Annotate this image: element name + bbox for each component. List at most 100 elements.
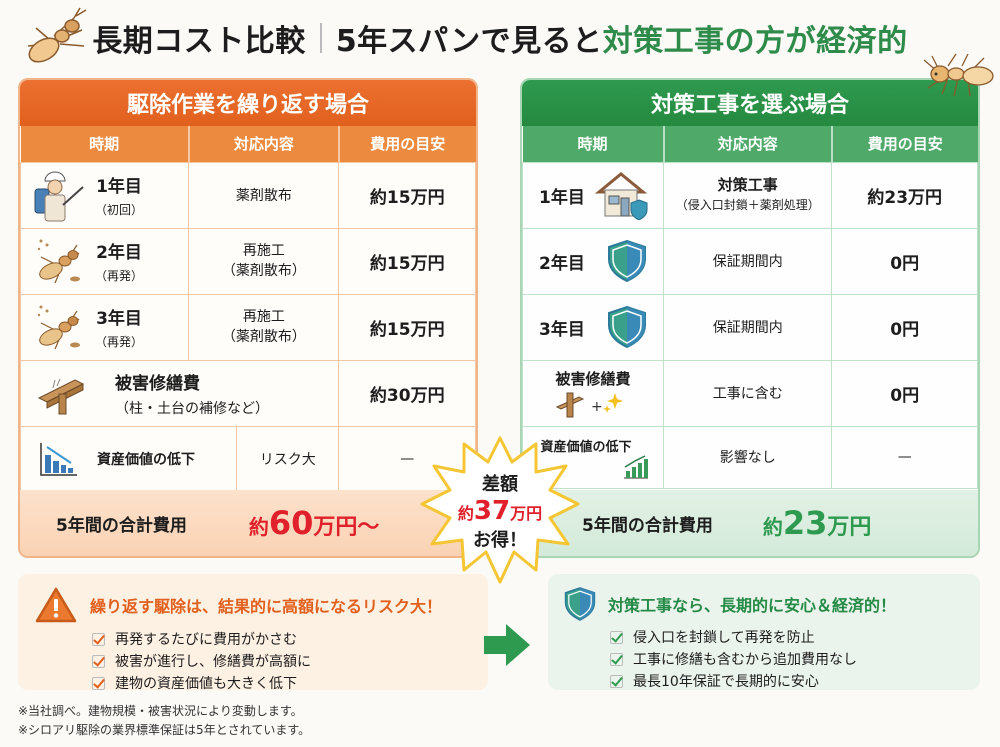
list-item: 工事に修繕も含むから追加費用なし (610, 648, 964, 670)
cost-cell: 約30万円 (338, 359, 476, 427)
table-row: 1年目 対策工事 （侵入口封鎖＋薬剤処理） 約23万円 (522, 161, 978, 229)
column-header-cost: 費用の目安 (338, 126, 476, 162)
checkbox-icon (92, 632, 105, 646)
period-label: 1年目 (96, 177, 142, 197)
content-cell: 工事に含む (663, 359, 833, 427)
table-row: 2年目 （再発） 再施工 （薬剤散布） 約15万円 (20, 227, 476, 295)
starburst-icon (420, 436, 580, 584)
savings-badge: 差額 約37万円 お得！ (420, 436, 580, 586)
content-main: 再施工 (242, 242, 285, 259)
savings-value: 37 (473, 496, 511, 526)
period-label: 被害修繕費 (115, 373, 200, 394)
column-header-content: 対応内容 (663, 126, 833, 162)
risk-note-box: 繰り返す駆除は、結果的に高額になるリスク大！ 再発するたびに費用がかさむ 被害が… (18, 574, 488, 692)
list-item: 侵入口を封鎖して再発を防止 (610, 626, 964, 648)
arrow-right-icon (484, 624, 530, 666)
svg-text:+: + (591, 399, 603, 415)
savings-amount: 約37万円 (458, 496, 542, 526)
cost-cell: 0円 (831, 227, 978, 295)
table-header-row: 時期 対応内容 費用の目安 (522, 126, 978, 162)
house-shield-icon (594, 172, 648, 220)
total-value: 23 (782, 504, 828, 542)
savings-suffix: 万円 (510, 504, 543, 523)
column-header-period: 時期 (522, 126, 665, 162)
content-sub: （薬剤散布） (221, 329, 306, 345)
list-item-text: 再発するたびに費用がかさむ (115, 632, 297, 648)
footnote: ※当社調べ。建物規模・被害状況により変動します。 (18, 704, 303, 718)
footnote: ※シロアリ駆除の業界標準保証は5年とされています。 (18, 723, 311, 737)
list-item-text: 侵入口を封鎖して再発を防止 (633, 630, 815, 646)
checkbox-icon (610, 630, 623, 644)
checkbox-icon (92, 676, 105, 690)
checkbox-icon (610, 674, 623, 688)
content-cell: 影響なし (663, 425, 833, 489)
total-amount: 約23万円 (763, 504, 872, 542)
cost-table: 時期 対応内容 費用の目安 1年目 対策工事 （侵入口封鎖＋薬剤処理） (522, 126, 978, 489)
rising-chart-icon (624, 454, 649, 478)
list-item-text: 被害が進行し、修繕費が高額に (115, 654, 311, 670)
termite-icon (37, 305, 80, 350)
table-row: 3年目 保証期間内 0円 (522, 293, 978, 361)
savings-tagline: お得！ (473, 530, 527, 551)
termite-illustration-icon (923, 53, 994, 97)
list-item-text: 工事に修繕も含むから追加費用なし (633, 652, 857, 668)
total-prefix: 約 (248, 515, 269, 539)
period-label: 3年目 (96, 309, 142, 329)
table-row: 1年目 （初回） 薬剤散布 約15万円 (20, 161, 476, 229)
benefit-note-box: 対策工事なら、長期的に安心＆経済的！ 侵入口を封鎖して再発を防止 工事に修繕も含… (548, 574, 980, 690)
title-part1: 長期コスト比較 (92, 24, 306, 59)
note-heading: 対策工事なら、長期的に安心＆経済的！ (608, 596, 897, 615)
total-label: 5年間の合計費用 (56, 515, 187, 536)
note-heading: 繰り返す駆除は、結果的に高額になるリスク大！ (90, 597, 443, 616)
title-highlight: 対策工事の方が経済的 (602, 24, 908, 59)
panel-title: 駆除作業を繰り返す場合 (20, 80, 476, 126)
period-sub: （再発） (95, 335, 144, 349)
total-amount: 約60万円〜 (249, 504, 380, 542)
total-suffix: 万円〜 (313, 515, 380, 540)
period-label: 資産価値の低下 (97, 451, 195, 468)
period-sub: （柱・土台の補修など） (115, 400, 269, 417)
period-sub: （再発） (95, 269, 144, 283)
checkbox-icon (92, 654, 105, 668)
shield-icon (607, 305, 646, 349)
panel-title: 対策工事を選ぶ場合 (522, 80, 978, 126)
content-cell: リスク大 (259, 451, 316, 468)
cost-cell: 0円 (831, 293, 978, 361)
list-item: 最長10年保証で長期的に安心 (610, 670, 964, 692)
termite-icon (37, 239, 80, 284)
content-sub: （薬剤散布） (221, 263, 306, 279)
period-label: 資産価値の低下 (540, 439, 632, 455)
total-cost-row: 5年間の合計費用 約60万円〜 (20, 490, 476, 556)
table-row: 3年目 （再発） 再施工 （薬剤散布） 約15万円 (20, 293, 476, 361)
table-row: 被害修繕費 （柱・土台の補修など） 約30万円 (20, 359, 476, 427)
list-item-text: 建物の資産価値も大きく低下 (115, 676, 297, 692)
period-label: 2年目 (539, 253, 585, 274)
period-label: 2年目 (96, 243, 142, 263)
total-value: 60 (268, 504, 314, 542)
cost-cell: 約15万円 (338, 227, 476, 295)
list-item: 再発するたびに費用がかさむ (92, 628, 472, 650)
worker-spraying-icon (34, 171, 84, 222)
total-prefix: 約 (762, 515, 783, 539)
table-row: 被害修繕費 + 工事に含む 0円 (522, 359, 978, 427)
total-label: 5年間の合計費用 (582, 515, 713, 536)
content-sub: （侵入口封鎖＋薬剤処理） (675, 198, 820, 213)
total-suffix: 万円 (827, 515, 872, 540)
content-cell: 保証期間内 (663, 293, 833, 361)
column-header-content: 対応内容 (188, 126, 340, 162)
cost-table: 時期 対応内容 費用の目安 1年目 （初回） (20, 126, 476, 492)
savings-label: 差額 (482, 474, 518, 495)
list-item: 建物の資産価値も大きく低下 (92, 672, 472, 694)
cost-cell: 約15万円 (338, 293, 476, 361)
content-main: 再施工 (242, 308, 285, 325)
declining-chart-icon (40, 442, 77, 476)
shield-icon (607, 239, 646, 283)
period-label: 1年目 (539, 187, 585, 208)
table-row: 資産価値の低下 影響なし — (522, 425, 978, 489)
repeated-extermination-panel: 駆除作業を繰り返す場合 時期 対応内容 費用の目安 (18, 78, 478, 558)
cost-cell: 約23万円 (831, 161, 978, 229)
list-item-text: 最長10年保証で長期的に安心 (633, 674, 819, 690)
page-title: 長期コスト比較 5年スパンで見ると 対策工事の方が経済的 (0, 10, 1000, 66)
shield-icon (564, 587, 596, 621)
content-cell: 保証期間内 (663, 227, 833, 295)
